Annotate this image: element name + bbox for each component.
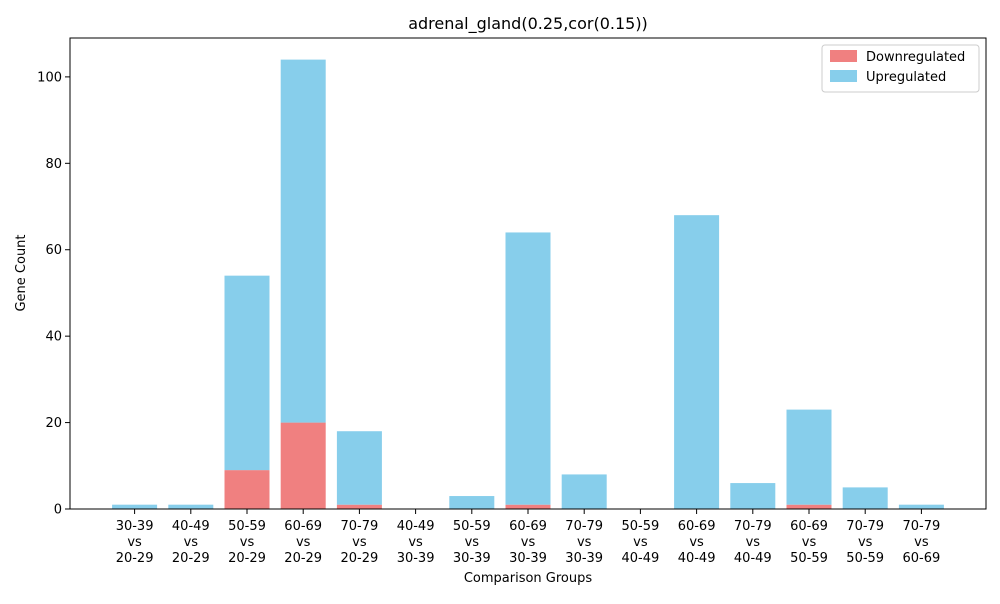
x-tick-label: 30-39 vs 20-29 <box>116 519 154 566</box>
y-tick-label: 20 <box>45 416 62 431</box>
legend-box <box>821 44 980 93</box>
y-tick-label: 80 <box>45 157 62 172</box>
x-tick-label: 70-79 vs 60-69 <box>903 519 941 566</box>
plot-frame <box>69 37 987 510</box>
bar-downregulated-7 <box>505 504 551 509</box>
x-tick-label: 70-79 vs 30-39 <box>565 519 603 566</box>
chart-title: adrenal_gland(0.25,cor(0.15)) <box>408 14 648 34</box>
x-tick-label: 60-69 vs 50-59 <box>790 519 828 566</box>
bar-upregulated-1 <box>168 504 214 509</box>
y-axis-label: Gene Count <box>14 234 29 311</box>
bar-upregulated-4 <box>336 431 382 505</box>
bar-upregulated-11 <box>730 483 776 509</box>
bar-upregulated-8 <box>561 474 607 509</box>
bar-upregulated-2 <box>224 275 270 471</box>
legend-swatch-upregulated <box>830 70 857 82</box>
bar-upregulated-3 <box>280 59 326 423</box>
bar-upregulated-12 <box>786 409 832 505</box>
bar-upregulated-0 <box>112 504 158 509</box>
x-axis-label: Comparison Groups <box>464 571 593 586</box>
legend-label-downregulated: Downregulated <box>866 50 965 65</box>
x-tick-label: 70-79 vs 40-49 <box>734 519 772 566</box>
y-tick-label: 60 <box>45 243 62 258</box>
bar-upregulated-13 <box>842 487 888 509</box>
x-axis: 30-39 vs 20-29 40-49 vs 20-29 50-59 vs 20-29 60-6… <box>116 509 941 566</box>
bar-upregulated-6 <box>449 496 495 509</box>
x-tick-label: 70-79 vs 50-59 <box>846 519 884 566</box>
bar-upregulated-10 <box>674 215 720 510</box>
x-tick-label: 60-69 vs 40-49 <box>678 519 716 566</box>
y-axis: 0 20 40 60 80 100 <box>37 70 70 518</box>
legend-label-upregulated: Upregulated <box>866 70 946 85</box>
bar-upregulated-7 <box>505 232 551 505</box>
x-tick-label: 60-69 vs 30-39 <box>509 519 547 566</box>
bar-downregulated-4 <box>336 504 382 509</box>
bar-downregulated-2 <box>224 470 270 509</box>
x-tick-label: 50-59 vs 20-29 <box>228 519 266 566</box>
x-tick-label: 50-59 vs 40-49 <box>622 519 660 566</box>
y-tick-label: 40 <box>45 330 62 345</box>
y-tick-label: 100 <box>37 70 62 85</box>
x-tick-label: 40-49 vs 30-39 <box>397 519 435 566</box>
bar-upregulated-14 <box>898 504 944 509</box>
legend: Downregulated Upregulated <box>821 44 980 93</box>
bar-downregulated-3 <box>280 422 326 509</box>
x-tick-label: 70-79 vs 20-29 <box>341 519 379 566</box>
bar-downregulated-12 <box>786 504 832 509</box>
y-tick-label: 0 <box>54 503 62 518</box>
x-tick-label: 60-69 vs 20-29 <box>284 519 322 566</box>
x-tick-label: 50-59 vs 30-39 <box>453 519 491 566</box>
bars-group <box>112 59 944 510</box>
x-tick-label: 40-49 vs 20-29 <box>172 519 210 566</box>
legend-swatch-downregulated <box>830 50 857 62</box>
